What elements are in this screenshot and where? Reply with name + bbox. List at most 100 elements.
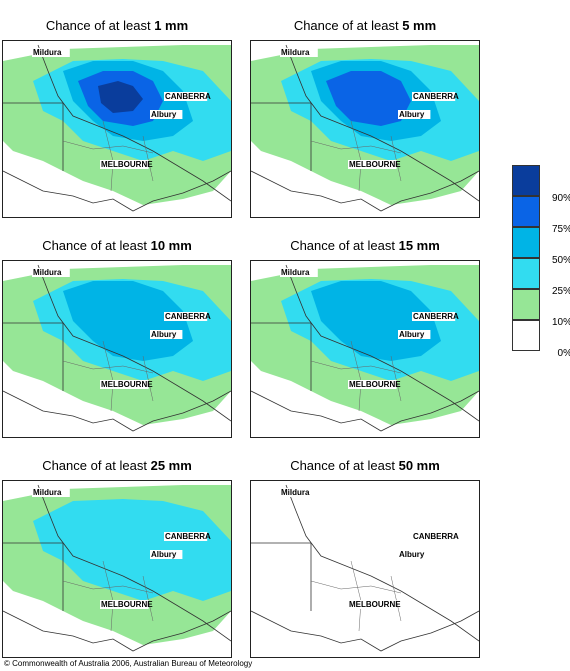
map-svg: Mildura CANBERRA Albury MELBOURNE xyxy=(3,264,231,432)
panel-title: Chance of at least 10 mm xyxy=(2,238,232,256)
city-label-albury: Albury xyxy=(151,110,177,119)
legend-label: 50% xyxy=(551,255,570,266)
city-label-bg xyxy=(398,550,431,559)
rain-chance-map: Mildura CANBERRA Albury MELBOURNE xyxy=(250,260,480,438)
legend-label: 90% xyxy=(551,193,570,204)
city-label-canberra: CANBERRA xyxy=(413,312,459,321)
city-label-bg xyxy=(32,488,70,497)
legend-swatch xyxy=(512,258,540,289)
panel-title-prefix: Chance of at least xyxy=(45,18,155,33)
legend-swatch xyxy=(512,196,540,227)
panel-title: Chance of at least 5 mm xyxy=(250,18,480,36)
city-label-melbourne: MELBOURNE xyxy=(349,160,401,169)
panel-title-amount: 50 mm xyxy=(398,458,440,473)
district-lines xyxy=(310,560,402,632)
probability-region xyxy=(33,499,231,601)
city-label-bg xyxy=(412,312,456,321)
copyright-text: © Commonwealth of Australia 2006, Austra… xyxy=(4,659,253,668)
panel-title-prefix: Chance of at least xyxy=(42,458,151,473)
city-label-canberra: CANBERRA xyxy=(413,532,459,541)
city-label-mildura: Mildura xyxy=(281,488,310,497)
legend-swatch xyxy=(512,165,540,196)
coastline xyxy=(3,170,231,212)
city-label-melbourne: MELBOURNE xyxy=(349,380,401,389)
city-label-bg xyxy=(150,550,183,559)
panel-title-prefix: Chance of at least xyxy=(290,458,399,473)
city-label-bg xyxy=(348,380,397,389)
panel-title-amount: 10 mm xyxy=(150,238,192,253)
city-label-melbourne: MELBOURNE xyxy=(349,600,401,609)
coastline xyxy=(3,610,231,652)
city-label-albury: Albury xyxy=(151,330,177,339)
city-label-bg xyxy=(412,92,456,101)
panel-title-prefix: Chance of at least xyxy=(42,238,151,253)
city-label-bg xyxy=(150,110,183,119)
city-label-canberra: CANBERRA xyxy=(165,532,211,541)
rain-chance-map: Mildura CANBERRA Albury MELBOURNE xyxy=(2,40,232,218)
city-label-canberra: CANBERRA xyxy=(165,92,211,101)
border-line xyxy=(37,44,231,202)
city-label-bg xyxy=(100,160,149,169)
city-label-mildura: Mildura xyxy=(281,268,310,277)
city-label-bg xyxy=(100,380,149,389)
border-line xyxy=(285,44,479,202)
city-label-bg xyxy=(32,268,70,277)
probability-region xyxy=(311,281,441,361)
city-label-albury: Albury xyxy=(399,330,425,339)
city-label-bg xyxy=(398,330,431,339)
panel-title: Chance of at least 50 mm xyxy=(250,458,480,476)
border-line xyxy=(285,484,479,642)
coastline xyxy=(251,390,479,432)
panel-title: Chance of at least 1 mm xyxy=(2,18,232,36)
city-label-canberra: CANBERRA xyxy=(165,312,211,321)
city-label-canberra: CANBERRA xyxy=(413,92,459,101)
city-label-bg xyxy=(164,92,208,101)
border-line xyxy=(285,264,479,422)
map-svg: Mildura CANBERRA Albury MELBOURNE xyxy=(251,484,479,652)
city-label-bg xyxy=(412,532,456,541)
city-label-bg xyxy=(348,160,397,169)
city-label-mildura: Mildura xyxy=(33,268,62,277)
city-label-bg xyxy=(398,110,431,119)
legend-label: 0% xyxy=(557,348,570,359)
city-label-bg xyxy=(32,48,70,57)
city-label-bg xyxy=(348,600,397,609)
city-label-albury: Albury xyxy=(399,110,425,119)
rain-chance-map: Mildura CANBERRA Albury MELBOURNE xyxy=(2,480,232,658)
coastline xyxy=(251,610,479,652)
city-label-bg xyxy=(100,600,149,609)
border-line xyxy=(37,484,231,642)
city-label-albury: Albury xyxy=(151,550,177,559)
panel-title: Chance of at least 15 mm xyxy=(250,238,480,256)
probability-region xyxy=(98,81,143,113)
city-label-bg xyxy=(150,330,183,339)
city-label-melbourne: MELBOURNE xyxy=(101,160,153,169)
legend-swatch xyxy=(512,289,540,320)
city-label-melbourne: MELBOURNE xyxy=(101,380,153,389)
panel-title-amount: 25 mm xyxy=(150,458,192,473)
rain-chance-map: Mildura CANBERRA Albury MELBOURNE xyxy=(2,260,232,438)
city-label-bg xyxy=(280,48,318,57)
city-label-mildura: Mildura xyxy=(281,48,310,57)
panel-title-amount: 15 mm xyxy=(398,238,440,253)
rain-chance-map: Mildura CANBERRA Albury MELBOURNE xyxy=(250,480,480,658)
map-svg: Mildura CANBERRA Albury MELBOURNE xyxy=(3,484,231,652)
city-label-bg xyxy=(280,488,318,497)
map-svg: Mildura CANBERRA Albury MELBOURNE xyxy=(251,264,479,432)
legend-label: 75% xyxy=(551,224,570,235)
legend-label: 25% xyxy=(551,286,570,297)
city-label-mildura: Mildura xyxy=(33,488,62,497)
rain-chance-map: Mildura CANBERRA Albury MELBOURNE xyxy=(250,40,480,218)
border-line xyxy=(37,264,231,422)
probability-region xyxy=(63,281,193,361)
probability-region xyxy=(326,71,411,126)
panel-title-prefix: Chance of at least xyxy=(290,238,399,253)
city-label-melbourne: MELBOURNE xyxy=(101,600,153,609)
city-label-bg xyxy=(164,312,208,321)
coastline xyxy=(3,390,231,432)
city-label-mildura: Mildura xyxy=(33,48,62,57)
legend-label: 10% xyxy=(551,317,570,328)
panel-title-amount: 5 mm xyxy=(402,18,437,33)
panel-title-amount: 1 mm xyxy=(154,18,189,33)
panel-title: Chance of at least 25 mm xyxy=(2,458,232,476)
